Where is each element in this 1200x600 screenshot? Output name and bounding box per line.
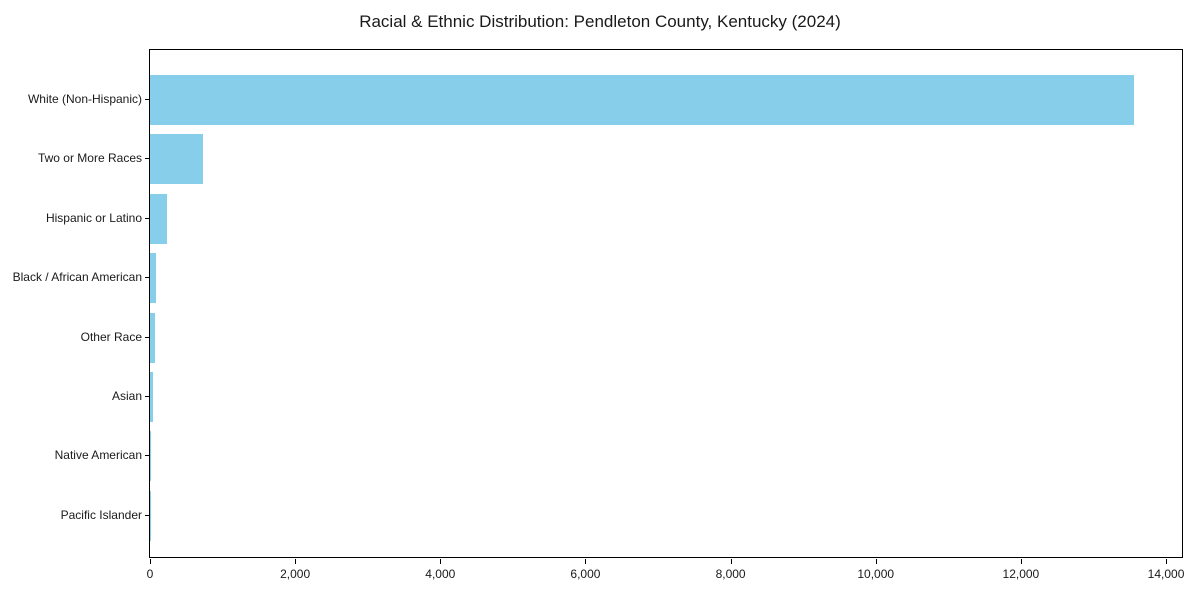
x-axis-tick — [730, 559, 732, 564]
y-axis-category-label: Asian — [111, 389, 142, 403]
x-axis-tick — [150, 559, 151, 564]
y-axis-tick — [145, 455, 149, 457]
x-axis-tick — [295, 559, 297, 564]
x-axis-tick-label: 2,000 — [280, 567, 311, 581]
bar-hispanic-or-latino — [150, 193, 168, 244]
x-axis-tick-label: 10,000 — [857, 567, 895, 581]
y-axis-tick — [145, 277, 149, 279]
y-axis-tick — [145, 217, 149, 219]
bar-two-or-more-races — [150, 134, 203, 185]
bar-native-american — [150, 431, 151, 482]
x-axis-tick — [1166, 559, 1168, 564]
y-axis-tick — [145, 99, 149, 100]
chart-title: Racial & Ethnic Distribution: Pendleton … — [359, 12, 841, 31]
y-axis-tick — [145, 396, 149, 397]
x-axis-tick-label: 8,000 — [715, 567, 746, 581]
y-axis-category-label: Black / African American — [12, 270, 142, 285]
x-axis-tick — [585, 559, 587, 564]
y-axis-tick — [145, 514, 149, 516]
y-axis-category-label: White (Non-Hispanic) — [27, 92, 142, 106]
x-axis-tick-label: 12,000 — [1002, 567, 1040, 581]
y-axis-category-label: Other Race — [80, 329, 142, 344]
x-axis-tick-label: 4,000 — [425, 567, 456, 581]
x-axis-tick-label: 0 — [146, 567, 154, 581]
x-axis-tick — [440, 559, 442, 564]
bar-white-non-hispanic — [150, 75, 1135, 125]
plot-area — [149, 49, 1183, 558]
bar-other-race — [150, 312, 156, 363]
y-axis-category-label: Pacific Islander — [60, 507, 142, 522]
x-axis-tick — [875, 559, 877, 564]
bar-asian — [150, 372, 153, 422]
y-axis-category-label: Two or More Races — [37, 151, 142, 166]
x-axis-tick — [1020, 559, 1022, 564]
x-axis-tick-label: 6,000 — [570, 567, 601, 581]
y-axis-tick — [145, 336, 149, 338]
y-axis-category-label: Native American — [54, 448, 142, 463]
y-axis-tick — [145, 158, 149, 160]
bar-black-african-american — [150, 253, 157, 304]
x-axis-tick-label: 14,000 — [1147, 567, 1185, 581]
y-axis-category-label: Hispanic or Latino — [45, 210, 142, 225]
